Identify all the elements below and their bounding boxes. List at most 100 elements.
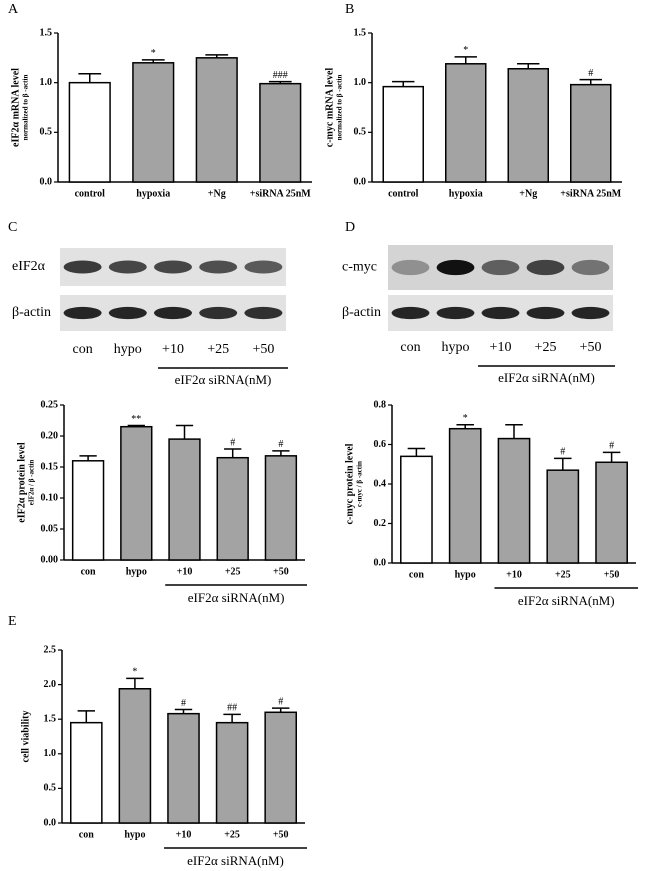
blot-panel: Dc-myc β-actin con hypo +10 +25 +50 eIF2α siRNA… xyxy=(342,220,615,385)
x-tick-label: +50 xyxy=(273,566,289,577)
y-tick-label: 2.5 xyxy=(44,644,57,655)
x-tick-label: +Ng xyxy=(519,188,537,199)
lane-label: +10 xyxy=(162,342,184,357)
bar xyxy=(71,460,105,561)
blot-band xyxy=(526,306,565,320)
blot-row-label: β-actin xyxy=(12,305,51,320)
y-tick-label: 0.0 xyxy=(40,176,53,187)
x-tick-label: con xyxy=(81,566,96,577)
significance-label: # xyxy=(278,439,283,450)
significance-label: ## xyxy=(227,703,237,714)
y-tick-label: 0.0 xyxy=(374,557,387,568)
group-label: eIF2α siRNA(nM) xyxy=(518,593,615,608)
x-tick-label: con xyxy=(409,569,424,580)
blot-band xyxy=(436,306,475,320)
x-tick-label: +25 xyxy=(224,829,240,840)
bar xyxy=(497,437,531,564)
chart: B 0.0 0.5 1.0 1.5 c-myc mRNA level normalized … xyxy=(324,2,622,199)
blot-band xyxy=(63,306,102,320)
blot-band xyxy=(108,306,147,320)
group-label: eIF2α siRNA(nM) xyxy=(188,590,285,605)
x-tick-label: hypoxia xyxy=(136,188,170,199)
x-tick-label: control xyxy=(388,188,419,199)
blot-band xyxy=(154,260,192,274)
group-label: eIF2α siRNA(nM) xyxy=(187,853,284,868)
y-tick-label: 0.15 xyxy=(41,461,59,472)
bar xyxy=(570,83,612,183)
chart: 0.00 0.05 0.10 0.15 0.20 0.25 eIF2α protein le… xyxy=(16,399,307,605)
bar xyxy=(68,81,111,183)
lane-label: +25 xyxy=(535,340,557,355)
x-tick-label: +25 xyxy=(225,566,241,577)
blot-row-label: β-actin xyxy=(342,305,381,320)
x-tick-label: hypoxia xyxy=(449,188,483,199)
y-axis-label: c-myc protein level xyxy=(344,443,355,524)
bar xyxy=(195,57,238,183)
chart: A 0.0 0.5 1.0 1.5 eIF2α mRNA level normalized … xyxy=(8,2,312,199)
x-tick-label: hypo xyxy=(455,569,476,580)
significance-label: # xyxy=(609,441,614,452)
x-tick-label: +10 xyxy=(177,566,193,577)
y-tick-label: 0.5 xyxy=(354,127,367,138)
y-tick-label: 0.25 xyxy=(41,399,59,410)
bar xyxy=(215,721,249,824)
bar xyxy=(595,461,628,564)
group-label: eIF2α siRNA(nM) xyxy=(498,370,595,385)
lane-label: con xyxy=(400,340,420,355)
x-tick-label: +50 xyxy=(273,829,289,840)
bar xyxy=(168,438,201,561)
chart: E 0.0 0.5 1.0 1.5 2.0 2.5 cell viability con hypo… xyxy=(8,614,307,868)
significance-label: # xyxy=(181,698,186,709)
y-tick-label: 1.0 xyxy=(40,77,53,88)
bar xyxy=(546,469,580,564)
bar xyxy=(118,688,152,824)
significance-label: ### xyxy=(273,70,288,81)
y-axis-label: eIF2α protein level xyxy=(16,442,27,523)
blot-band xyxy=(391,259,430,276)
significance-label: * xyxy=(151,48,156,59)
y-tick-label: 0.0 xyxy=(44,817,57,828)
bar xyxy=(400,455,433,564)
blot-band xyxy=(199,260,238,274)
bar xyxy=(69,721,103,824)
y-tick-label: 0.05 xyxy=(41,523,59,534)
significance-label: * xyxy=(463,45,468,56)
significance-label: * xyxy=(132,667,137,678)
lane-label: con xyxy=(72,342,92,357)
bar xyxy=(382,85,424,183)
chart: 0.0 0.2 0.4 0.6 0.8 c-myc protein level c-myc … xyxy=(344,399,638,608)
bar xyxy=(167,712,200,824)
y-axis-label: c-myc mRNA level xyxy=(324,68,335,148)
y-tick-label: 1.5 xyxy=(354,27,367,38)
panel-label: A xyxy=(8,2,19,17)
lane-label: hypo xyxy=(442,340,470,355)
blot-band xyxy=(154,306,192,320)
y-axis-label: eIF2α mRNA level xyxy=(10,68,21,147)
bar xyxy=(507,68,549,183)
y-axis-sublabel: c-myc / β -actin xyxy=(356,461,364,507)
lane-label: +50 xyxy=(252,342,274,357)
blot-band xyxy=(391,306,430,320)
blot-band xyxy=(244,260,283,274)
bar xyxy=(264,455,298,561)
blot-band xyxy=(571,259,610,276)
x-tick-label: +50 xyxy=(604,569,620,580)
panel-label: D xyxy=(345,220,355,235)
blot-band xyxy=(481,306,520,320)
x-tick-label: +Ng xyxy=(208,188,226,199)
lane-label: +25 xyxy=(207,342,229,357)
significance-label: * xyxy=(463,413,468,424)
x-tick-label: control xyxy=(75,188,106,199)
blot-band xyxy=(199,306,238,320)
y-tick-label: 1.5 xyxy=(44,713,57,724)
significance-label: # xyxy=(278,696,283,707)
blot-band xyxy=(63,260,102,274)
y-tick-label: 0.4 xyxy=(374,478,387,489)
y-tick-label: 0.2 xyxy=(374,518,387,529)
y-tick-label: 0.10 xyxy=(41,492,59,503)
panel-label: B xyxy=(345,2,354,17)
x-tick-label: hypo xyxy=(126,566,147,577)
y-axis-sublabel: normalized to β -actin xyxy=(22,75,30,141)
y-tick-label: 0.8 xyxy=(374,399,387,410)
